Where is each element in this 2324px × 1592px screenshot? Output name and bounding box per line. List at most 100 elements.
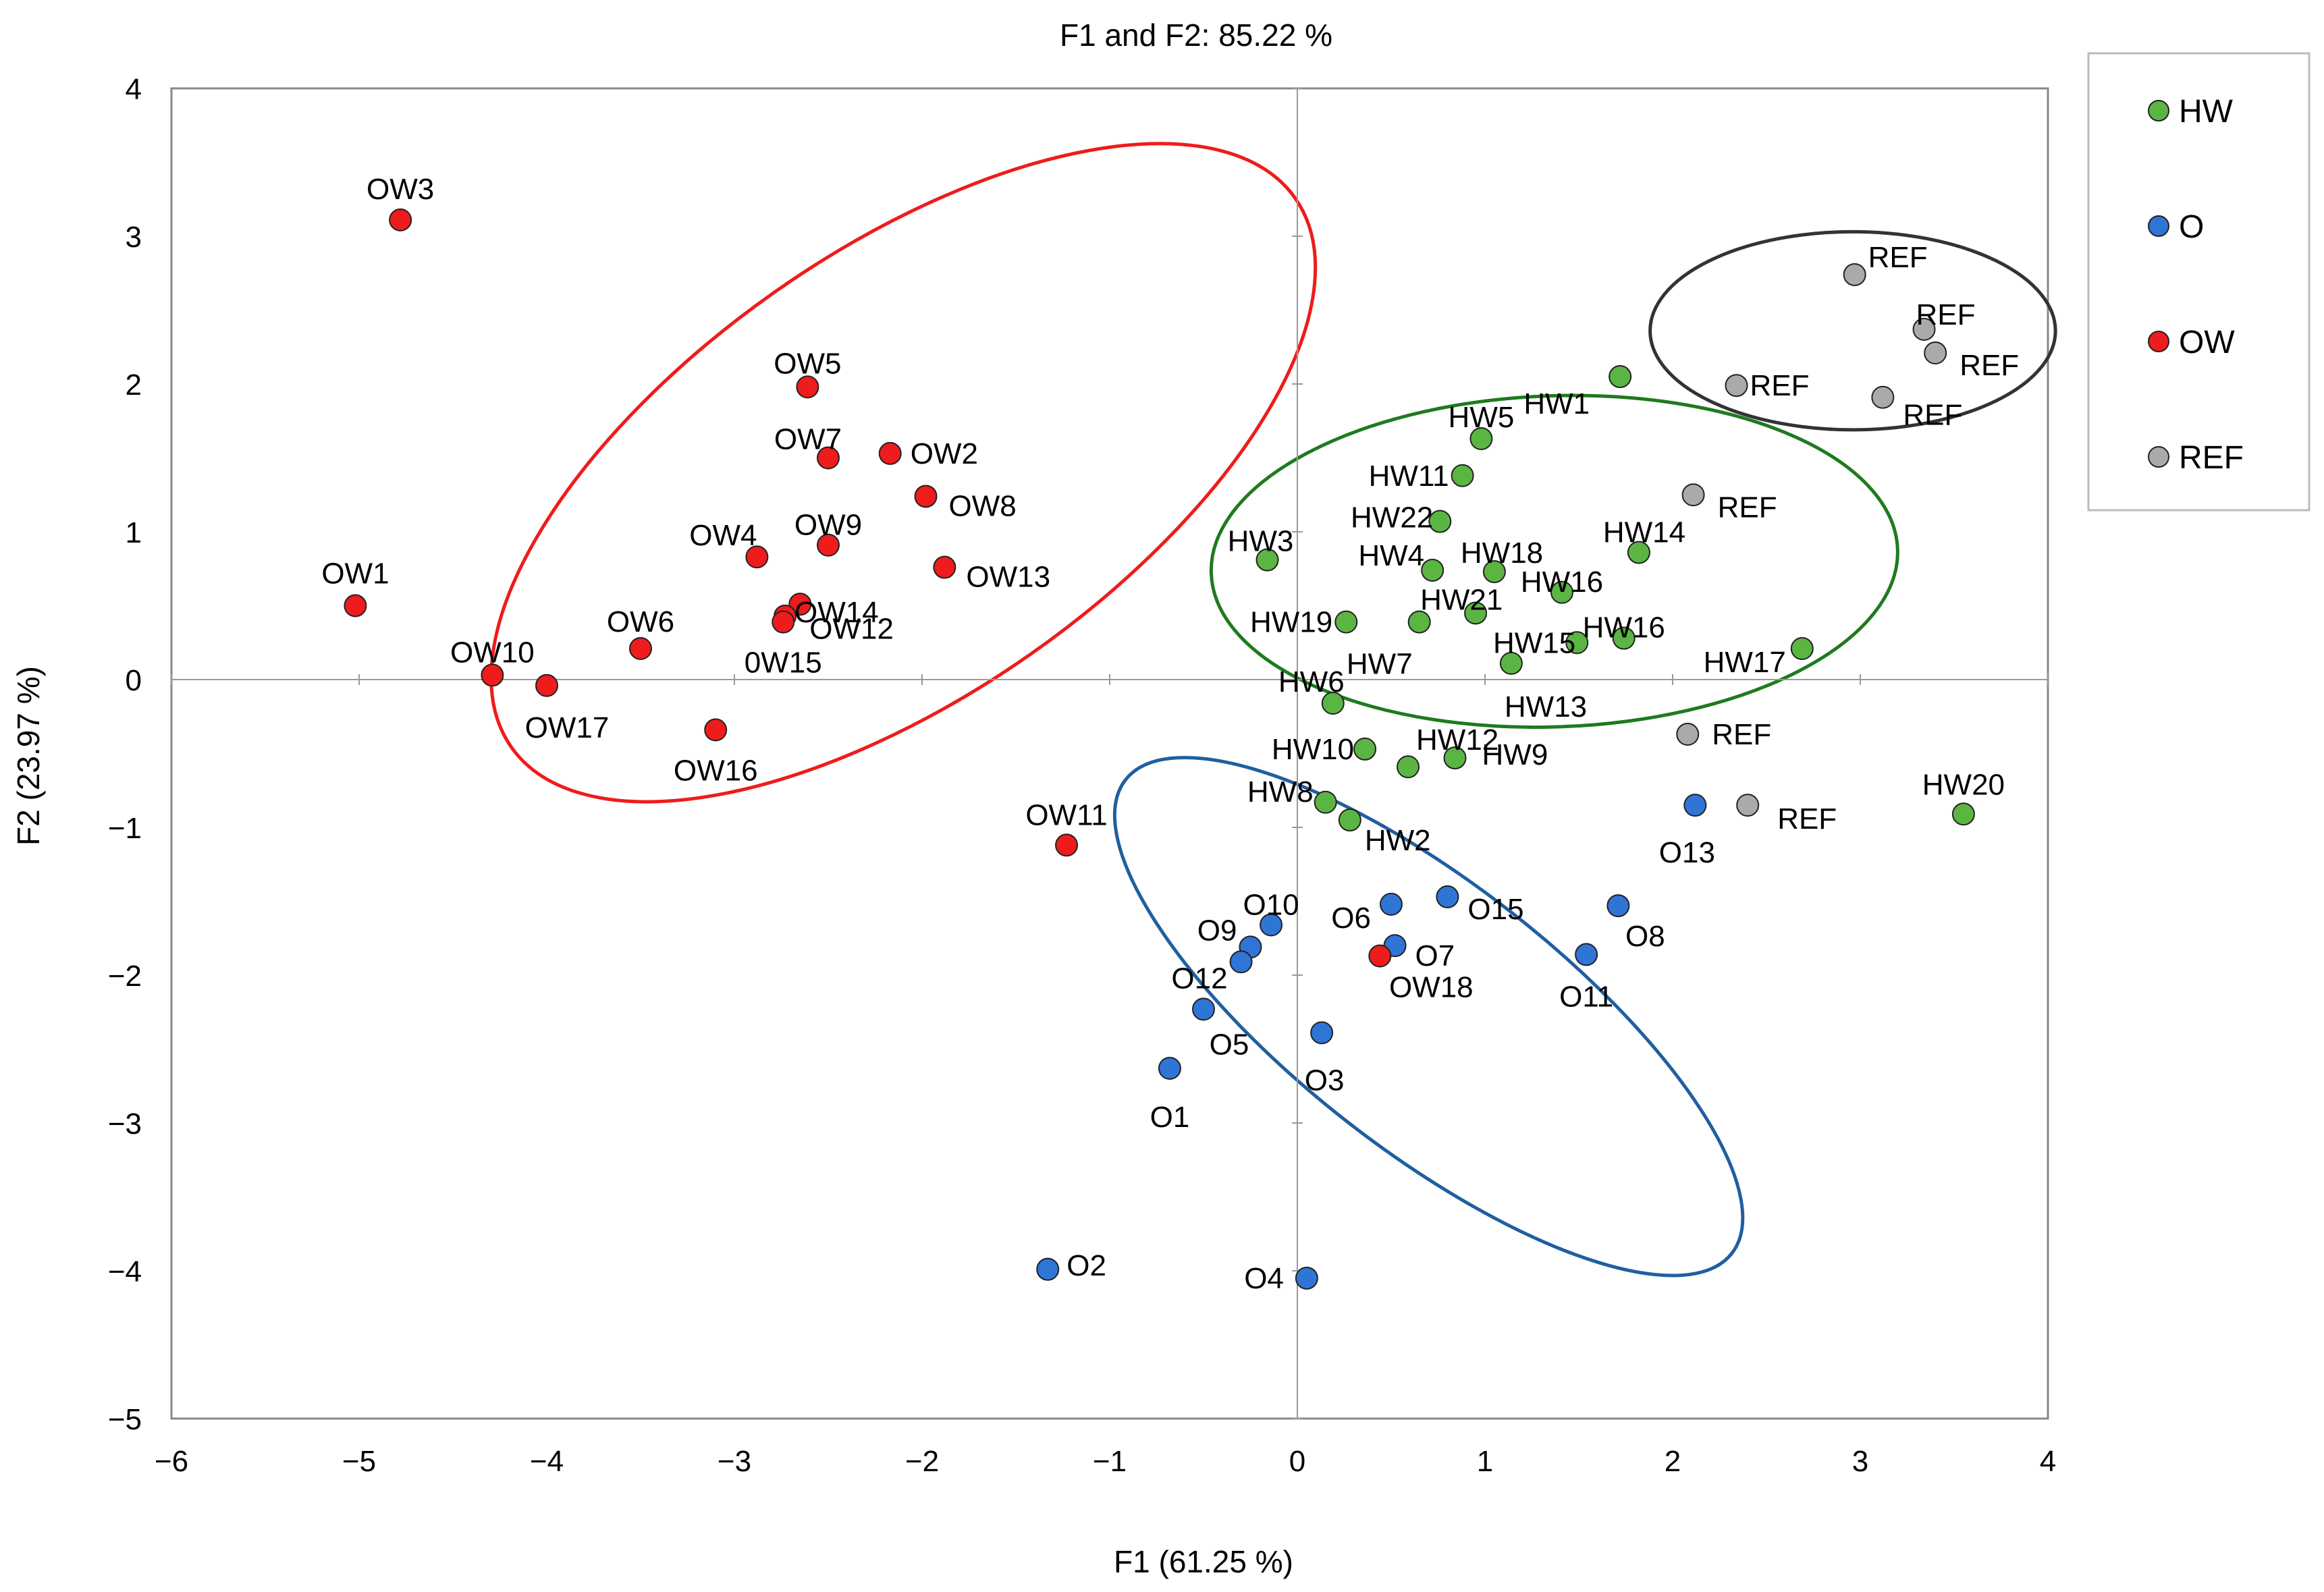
x-tick-label: 0 <box>1289 1445 1305 1478</box>
point-label: HW13 <box>1505 690 1587 723</box>
legend-label-ref: REF <box>2179 440 2244 476</box>
x-tick-label: −6 <box>155 1445 188 1478</box>
point-hw <box>1407 610 1431 634</box>
y-tick-label: 1 <box>126 516 142 549</box>
point-o <box>1192 997 1215 1021</box>
point-label: HW12 <box>1416 723 1498 757</box>
point-label: OW13 <box>966 561 1050 594</box>
point-ow <box>914 485 938 508</box>
point-label: REF <box>1750 369 1810 402</box>
point-ow <box>481 663 504 687</box>
point-label: O5 <box>1210 1028 1249 1061</box>
point-ow <box>1055 833 1079 857</box>
x-tick-label: 1 <box>1477 1445 1493 1478</box>
point-ow <box>878 441 902 465</box>
point-hw <box>1790 637 1814 661</box>
point-label: HW19 <box>1250 606 1332 639</box>
point-label: O2 <box>1066 1249 1106 1282</box>
point-hw <box>1627 541 1650 564</box>
x-tick-label: −5 <box>342 1445 376 1478</box>
point-o <box>1295 1266 1318 1290</box>
point-o <box>1575 943 1598 966</box>
point-o <box>1436 885 1459 908</box>
x-tick-label: 2 <box>1665 1445 1681 1478</box>
point-label: OW2 <box>911 437 978 470</box>
point-label: OW4 <box>689 519 757 552</box>
point-label: O9 <box>1197 914 1237 947</box>
point-label: HW7 <box>1347 648 1413 681</box>
y-tick-label: −3 <box>108 1107 142 1141</box>
x-axis-ticks: −6 −5 −4 −3 −2 −1 0 1 2 3 4 <box>155 674 2056 1478</box>
y-tick-label: 0 <box>126 664 142 697</box>
point-ow <box>745 545 769 569</box>
point-ref <box>1843 263 1866 286</box>
point-ref <box>1676 723 1700 746</box>
point-label: 0W15 <box>745 647 822 680</box>
point-label: REF <box>1903 399 1962 432</box>
x-tick-label: 4 <box>2040 1445 2056 1478</box>
point-label: HW16 <box>1521 566 1603 599</box>
point-o <box>1683 794 1707 817</box>
point-o <box>1380 892 1403 916</box>
legend-marker-ow <box>2148 331 2169 352</box>
point-ow <box>817 533 840 557</box>
point-hw <box>1499 651 1523 675</box>
point-ow <box>629 637 652 661</box>
y-axis-ticks: −5 −4 −3 −2 −1 0 1 2 3 4 <box>108 73 1303 1436</box>
point-label: HW3 <box>1228 525 1294 558</box>
point-label: HW4 <box>1358 539 1424 572</box>
point-label: O3 <box>1305 1064 1345 1097</box>
point-hw <box>1451 464 1474 487</box>
point-label: OW16 <box>674 754 758 787</box>
point-hw <box>1612 626 1636 650</box>
point-hw <box>1609 365 1632 389</box>
point-hw <box>1464 601 1488 625</box>
point-label: REF <box>1777 802 1837 835</box>
point-label: OW9 <box>794 509 862 542</box>
point-hw <box>1550 580 1573 604</box>
point-label: HW11 <box>1369 460 1449 493</box>
point-ref <box>1912 317 1936 341</box>
group-ellipses <box>489 142 2057 1278</box>
point-label: HW15 <box>1493 626 1575 659</box>
data-points <box>344 208 1975 1290</box>
point-ow <box>772 610 795 634</box>
point-label: O7 <box>1415 939 1455 972</box>
legend-label-o: O <box>2179 209 2204 245</box>
y-tick-label: 3 <box>126 221 142 254</box>
legend-label-hw: HW <box>2179 94 2234 130</box>
y-tick-label: 4 <box>126 73 142 106</box>
point-o <box>1606 894 1630 918</box>
y-axis-title: F2 (23.97 %) <box>11 666 46 846</box>
legend-box <box>2087 52 2311 512</box>
point-label: HW17 <box>1704 646 1786 679</box>
point-hw <box>1482 560 1506 584</box>
point-hw <box>1469 427 1493 451</box>
point-hw <box>1338 808 1361 832</box>
legend-marker-o <box>2148 215 2169 237</box>
point-label: OW12 <box>809 612 894 645</box>
point-label: O10 <box>1243 889 1299 922</box>
legend-label-ow: OW <box>2179 325 2235 360</box>
x-tick-label: −1 <box>1093 1445 1127 1478</box>
point-hw <box>1255 548 1279 572</box>
point-label: REF <box>1960 349 2019 382</box>
point-label: HW14 <box>1603 516 1685 549</box>
point-label: REF <box>1916 298 1976 331</box>
chart-title: F1 and F2: 85.22 % <box>1060 18 1332 53</box>
point-ref <box>1736 794 1760 817</box>
point-label: HW10 <box>1272 733 1354 766</box>
point-hw <box>1443 746 1467 770</box>
point-label: O11 <box>1559 980 1613 1013</box>
point-ow <box>817 446 840 470</box>
point-label: O13 <box>1659 836 1715 869</box>
y-tick-label: −1 <box>108 812 142 845</box>
point-label: HW20 <box>1922 768 2005 801</box>
point-label: REF <box>1868 241 1928 274</box>
group-ellipse-ow <box>489 142 1318 804</box>
y-tick-label: 2 <box>126 368 142 402</box>
point-label: O6 <box>1331 902 1371 935</box>
point-label: HW18 <box>1461 537 1543 570</box>
